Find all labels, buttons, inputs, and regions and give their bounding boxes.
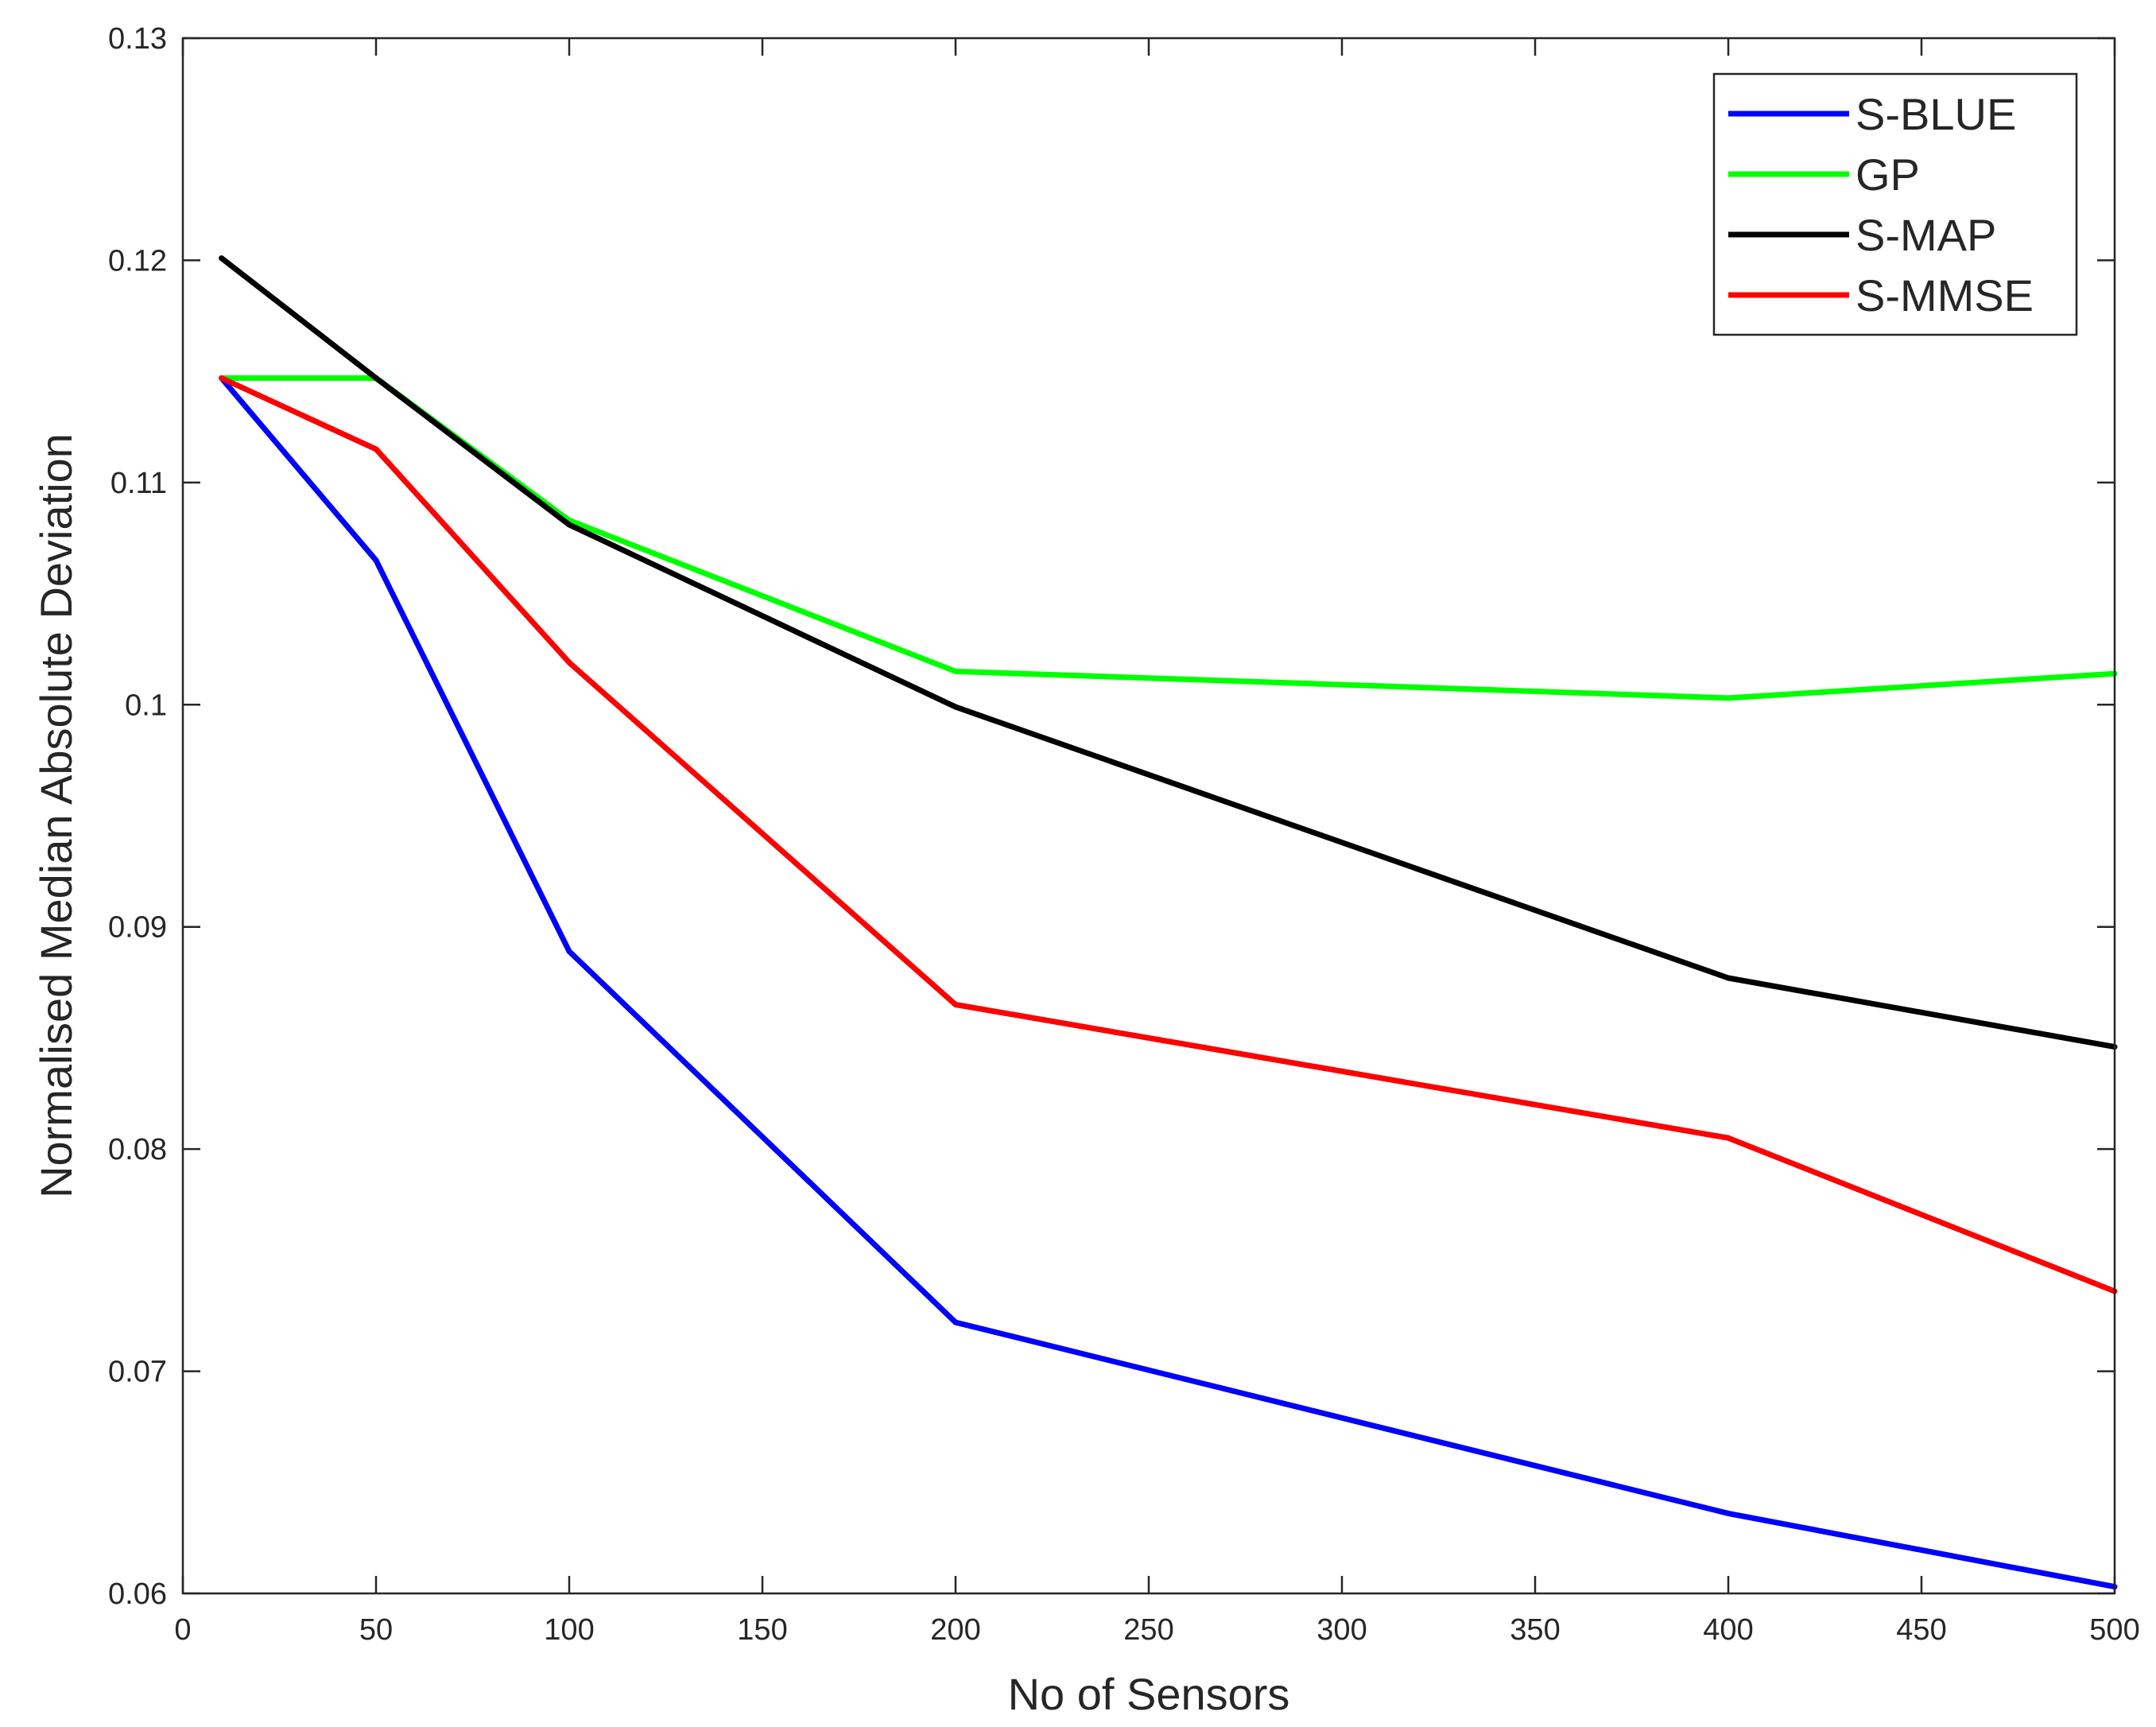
- x-tick-label: 0: [174, 1613, 191, 1647]
- ticks: [181, 37, 2116, 1595]
- y-tick-label: 0.06: [108, 1578, 167, 1611]
- legend-box: [1712, 72, 2078, 336]
- x-tick-label: 450: [1896, 1613, 1946, 1647]
- legend-label-s-blue: S-BLUE: [1855, 89, 2016, 139]
- data-point-s-blue: [566, 948, 572, 954]
- y-tick-label: 0.13: [108, 22, 167, 56]
- series-line-s-map: [219, 255, 2115, 1050]
- data-point-s-mmse: [566, 659, 572, 666]
- data-point-s-blue: [373, 557, 379, 564]
- x-axis-title: No of Sensors: [1008, 1669, 1290, 1719]
- y-tick-label: 0.07: [108, 1356, 167, 1389]
- y-axis-title: Normalised Median Absolute Deviation: [31, 433, 81, 1198]
- y-tick-label: 0.11: [111, 467, 167, 500]
- x-tick-label: 150: [737, 1613, 787, 1647]
- data-point-s-map: [566, 522, 572, 528]
- x-tick-label: 500: [2089, 1613, 2139, 1647]
- legend-label-s-map: S-MAP: [1855, 210, 1996, 260]
- series-layer: [219, 255, 2118, 1590]
- data-point-s-map: [1725, 975, 1731, 981]
- series-line-s-mmse: [220, 375, 2116, 1294]
- legend-label-gp: GP: [1855, 149, 1920, 200]
- y-tick-label: 0.09: [108, 911, 167, 945]
- data-point-gp: [1725, 695, 1731, 701]
- legend: S-BLUE GP S-MAP S-MMSE: [1712, 72, 2078, 336]
- x-tick-label: 350: [1510, 1613, 1560, 1647]
- x-tick-label: 100: [544, 1613, 594, 1647]
- data-point-s-map: [952, 704, 959, 710]
- x-tick-label: 50: [359, 1613, 393, 1647]
- x-tick-label: 400: [1703, 1613, 1753, 1647]
- data-point-s-map: [373, 375, 379, 382]
- x-tick-label: 250: [1123, 1613, 1173, 1647]
- tick-labels: 0 50 100 150 200 250 300 350 400 450 500 0.06 0.07 0.…: [108, 22, 2140, 1647]
- data-point-s-mmse: [219, 375, 225, 382]
- series-line-s-blue: [219, 376, 2115, 1590]
- y-tick-label: 0.08: [108, 1133, 167, 1166]
- series-line-gp: [221, 375, 2115, 701]
- data-point-gp: [952, 668, 959, 674]
- data-point-s-mmse: [373, 446, 379, 452]
- data-point-s-map: [219, 255, 225, 262]
- data-point-s-blue: [1725, 1510, 1731, 1516]
- data-point-s-mmse: [952, 1002, 959, 1008]
- data-point-s-blue: [952, 1319, 959, 1325]
- x-tick-label: 300: [1316, 1613, 1367, 1647]
- y-tick-label: 0.12: [108, 244, 167, 277]
- y-tick-label: 0.1: [125, 689, 167, 722]
- legend-label-s-mmse: S-MMSE: [1855, 270, 2034, 320]
- x-tick-label: 200: [930, 1613, 980, 1647]
- data-point-s-mmse: [1725, 1135, 1731, 1141]
